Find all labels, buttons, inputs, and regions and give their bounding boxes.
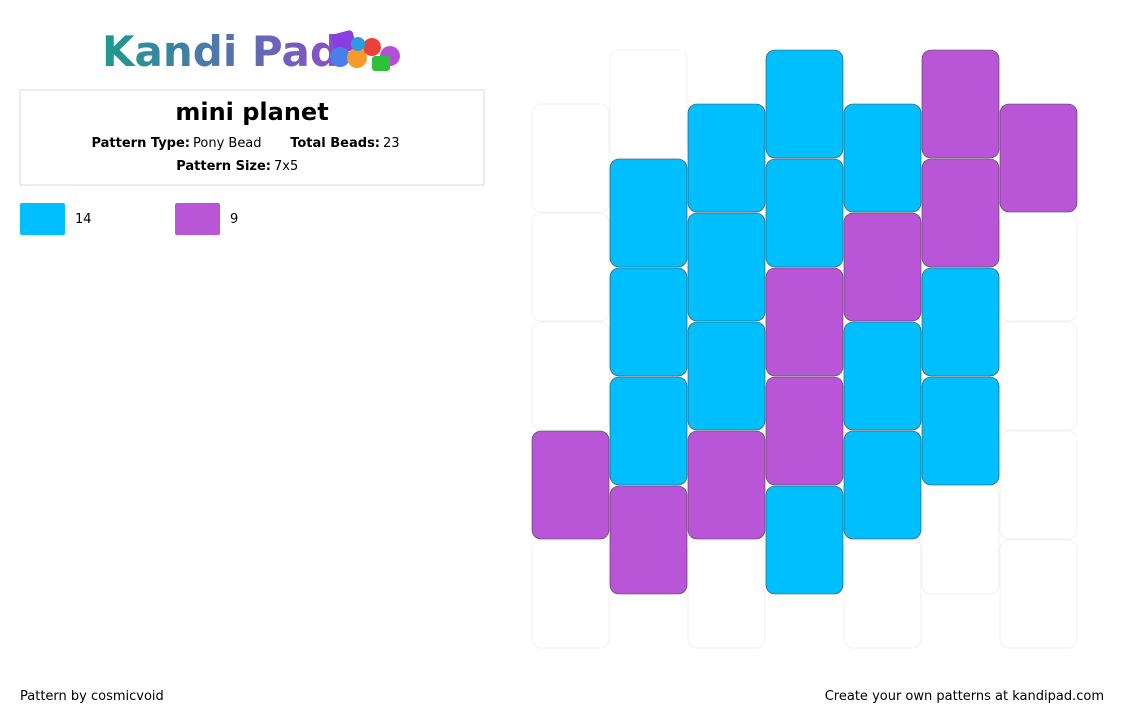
- bead: [765, 49, 844, 159]
- swatch: [20, 203, 65, 235]
- swatch-count: 9: [230, 212, 238, 227]
- bead: [687, 212, 766, 322]
- bead: [687, 103, 766, 213]
- bead: [765, 485, 844, 595]
- bead: [765, 158, 844, 268]
- pattern-type-label: Pattern Type:: [91, 136, 190, 151]
- pattern-type-value: Pony Bead: [193, 136, 262, 151]
- bead: [765, 376, 844, 486]
- logo-icon: [330, 30, 400, 71]
- bead: [843, 212, 922, 322]
- swatch-count: 14: [75, 212, 92, 227]
- bead: [921, 158, 1000, 268]
- bead: [531, 321, 610, 431]
- bead: [609, 485, 688, 595]
- bead: [921, 267, 1000, 377]
- footer-site[interactable]: Create your own patterns at kandipad.com: [825, 689, 1104, 704]
- bead: [921, 376, 1000, 486]
- bead: [843, 321, 922, 431]
- bead: [687, 539, 766, 649]
- total-beads-value: 23: [383, 136, 400, 151]
- bead: [999, 539, 1078, 649]
- bead: [531, 430, 610, 540]
- total-beads-label: Total Beads:: [290, 136, 380, 151]
- bead: [609, 267, 688, 377]
- bead: [609, 158, 688, 268]
- bead: [843, 539, 922, 649]
- bead: [921, 485, 1000, 595]
- bead: [843, 430, 922, 540]
- bead: [687, 430, 766, 540]
- bead: [921, 49, 1000, 159]
- swatch: [175, 203, 220, 235]
- logo[interactable]: Kandi Pad: [102, 27, 340, 76]
- bead: [531, 539, 610, 649]
- bead: [687, 321, 766, 431]
- bead: [999, 321, 1078, 431]
- pattern-size-value: 7x5: [274, 159, 298, 174]
- bead: [609, 376, 688, 486]
- bead: [531, 103, 610, 213]
- footer-author: Pattern by cosmicvoid: [20, 689, 164, 704]
- bead: [609, 49, 688, 159]
- pattern-size-label: Pattern Size:: [176, 159, 271, 174]
- bead: [531, 212, 610, 322]
- info-box: [19, 89, 485, 186]
- bead: [999, 103, 1078, 213]
- bead: [765, 267, 844, 377]
- bead: [999, 212, 1078, 322]
- bead: [999, 430, 1078, 540]
- title: mini planet: [175, 98, 328, 126]
- bead: [843, 103, 922, 213]
